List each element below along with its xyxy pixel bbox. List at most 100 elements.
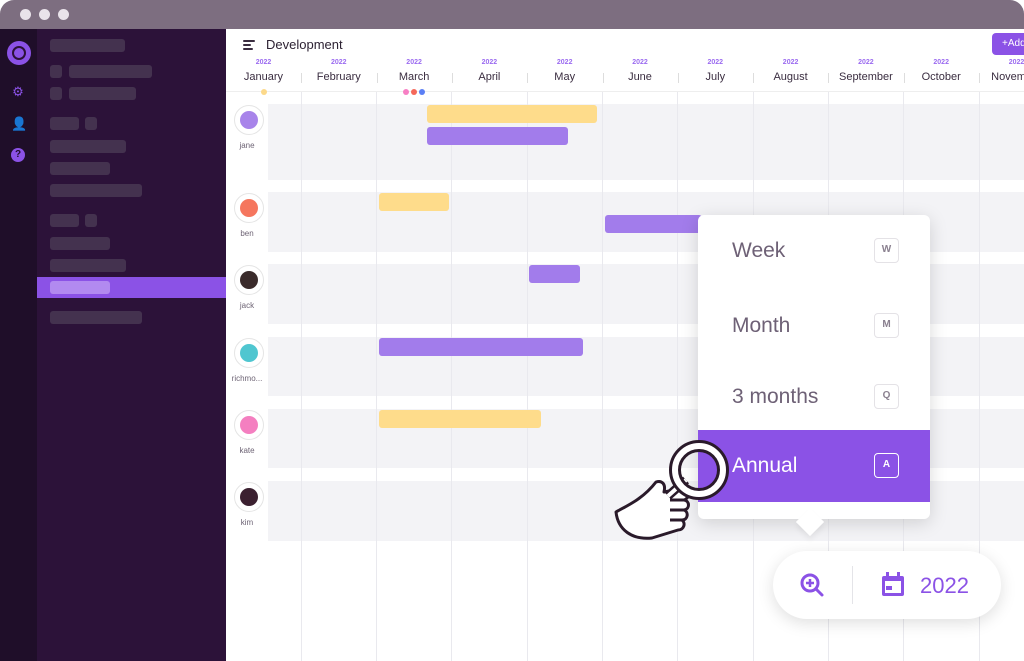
month-separator [602, 73, 604, 83]
sidebar-placeholder [85, 214, 97, 227]
option-label: 3 months [732, 385, 819, 408]
month-header[interactable]: 2022 May [527, 59, 602, 83]
month-year: 2022 [632, 59, 648, 66]
users-icon[interactable]: 👤 [11, 116, 28, 131]
zoom-option-3-months[interactable]: 3 months Q [698, 361, 930, 433]
avatar[interactable] [234, 265, 264, 295]
month-year: 2022 [707, 59, 724, 66]
icon-rail [0, 29, 37, 661]
toolbar-divider [852, 566, 853, 604]
sidebar-item[interactable] [50, 259, 126, 272]
person-name: jack [239, 301, 255, 310]
person-name: ben [240, 229, 254, 238]
task-bar[interactable] [529, 265, 581, 283]
month-year: 2022 [858, 59, 874, 66]
month-gridline [978, 92, 980, 661]
avatar-face-icon [240, 416, 258, 434]
sidebar-item[interactable] [69, 87, 136, 100]
month-header[interactable]: 2022 July [678, 59, 753, 83]
event-dot[interactable] [260, 89, 267, 95]
avatar-face-icon [240, 271, 258, 289]
pointing-hand-cursor-icon [614, 440, 729, 540]
sidebar-placeholder [50, 65, 62, 78]
calendar-icon[interactable] [880, 571, 906, 599]
sidebar-item[interactable] [50, 237, 110, 250]
month-year: 2022 [1008, 59, 1024, 66]
sidebar-item[interactable] [50, 311, 142, 324]
year-selector[interactable]: 2022 [920, 573, 969, 598]
month-year: 2022 [255, 59, 272, 66]
month-year: 2022 [331, 59, 347, 66]
window-maximize-button[interactable] [58, 9, 69, 20]
gear-icon[interactable]: ⚙ [12, 84, 24, 99]
month-gridline [526, 92, 528, 661]
sidebar-item[interactable] [50, 140, 126, 153]
month-header[interactable]: 2022 October [904, 59, 979, 83]
month-header[interactable]: 2022 August [753, 59, 828, 83]
task-bar[interactable] [427, 105, 598, 123]
sidebar-placeholder [50, 214, 79, 227]
shortcut-key-badge: A [874, 453, 899, 478]
month-name: September [838, 71, 893, 83]
avatar[interactable] [234, 105, 264, 135]
sidebar-placeholder [50, 87, 62, 100]
avatar[interactable] [234, 338, 264, 368]
event-dot[interactable] [411, 89, 418, 95]
month-header[interactable]: 2022 January [226, 59, 301, 83]
month-gridline [677, 92, 679, 661]
shortcut-key-badge: Q [874, 384, 899, 409]
help-icon[interactable]: ? [11, 148, 25, 162]
menu-icon[interactable] [243, 40, 255, 52]
zoom-option-annual[interactable]: Annual A [698, 430, 930, 502]
sidebar-item[interactable] [50, 162, 110, 175]
person-row [268, 104, 1024, 180]
bottom-toolbar: 2022 [773, 551, 1001, 619]
task-bar[interactable] [378, 193, 450, 211]
sidebar-item-active[interactable] [37, 277, 226, 298]
sidebar-panel [37, 29, 226, 661]
month-name: February [316, 71, 361, 83]
window-minimize-button[interactable] [39, 9, 50, 20]
task-bar[interactable] [427, 127, 569, 145]
shortcut-key-badge: W [874, 238, 899, 263]
zoom-level-menu: Week W Month M 3 months Q Annual A [698, 215, 930, 519]
month-header[interactable]: 2022 November [979, 59, 1024, 83]
person-name: richmo... [231, 374, 263, 383]
month-header[interactable]: 2022 April [452, 59, 527, 83]
zoom-option-week[interactable]: Week W [698, 215, 930, 287]
task-bar[interactable] [378, 338, 583, 356]
avatar-face-icon [240, 199, 258, 217]
option-label: Week [732, 239, 786, 262]
zoom-option-month[interactable]: Month M [698, 290, 930, 362]
event-dot[interactable] [403, 89, 410, 95]
month-header[interactable]: 2022 February [301, 59, 376, 83]
add-button[interactable]: +Add [992, 33, 1024, 55]
sidebar-item[interactable] [50, 184, 142, 197]
logo-icon[interactable] [7, 41, 31, 65]
month-gridline [376, 92, 378, 661]
month-gridline [451, 92, 453, 661]
month-header[interactable]: 2022 March [377, 59, 452, 83]
person-name: kate [239, 446, 255, 455]
zoom-in-icon[interactable] [799, 572, 825, 598]
task-bar[interactable] [378, 410, 542, 428]
month-header[interactable]: 2022 September [828, 59, 903, 83]
month-separator [376, 73, 378, 83]
window-close-button[interactable] [20, 9, 31, 20]
month-separator [979, 73, 980, 83]
event-dot[interactable] [419, 89, 426, 95]
avatar[interactable] [234, 482, 264, 512]
sidebar-placeholder [50, 117, 79, 130]
avatar[interactable] [234, 410, 264, 440]
month-separator [527, 73, 529, 83]
month-name: October [921, 71, 961, 83]
avatar[interactable] [234, 193, 264, 223]
month-year: 2022 [481, 59, 498, 66]
option-label: Month [732, 314, 791, 337]
option-label: Annual [732, 454, 798, 477]
month-header[interactable]: 2022 June [603, 59, 678, 83]
sidebar-item[interactable] [69, 65, 152, 78]
sidebar-placeholder [85, 117, 97, 130]
task-bar[interactable] [604, 215, 702, 233]
month-gridline [602, 92, 603, 661]
